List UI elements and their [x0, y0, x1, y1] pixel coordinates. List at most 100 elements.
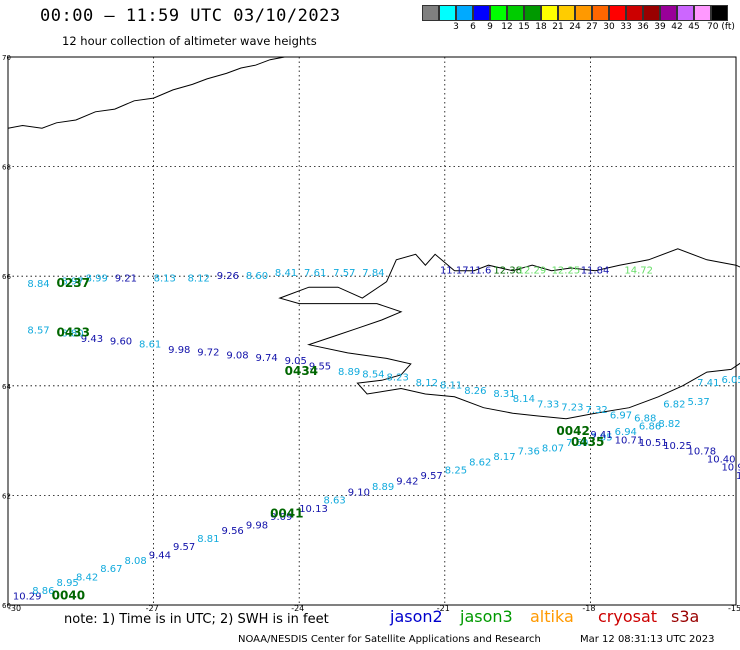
- wave-height-value: 8.26: [464, 386, 486, 397]
- pass-time-label: 0041: [270, 506, 303, 520]
- wave-height-value: 9.57: [421, 471, 443, 482]
- colorbar-label: 39: [654, 22, 666, 32]
- wave-height-value: 6.82: [663, 400, 685, 411]
- wave-height-value: 7.57: [333, 268, 355, 279]
- wave-height-value: 9.55: [309, 361, 331, 372]
- wave-height-value: 8.86: [32, 586, 54, 597]
- wave-height-value: 8.97: [61, 276, 83, 287]
- pass-time-label: 0433: [57, 325, 90, 339]
- wave-height-value: 9.05: [285, 356, 307, 367]
- colorbar-swatch: [694, 5, 711, 21]
- colorbar-label: 45: [688, 22, 700, 32]
- wave-height-value: 7.61: [304, 268, 326, 279]
- colorbar-label: 9: [487, 22, 493, 32]
- colorbar-swatch: [626, 5, 643, 21]
- wave-height-value: 9.08: [226, 350, 248, 361]
- wave-height-value: 9.98: [246, 520, 268, 531]
- wave-height-value: 8.14: [513, 394, 535, 405]
- wave-height-value: 8.67: [100, 564, 122, 575]
- wave-height-value: 10.93: [721, 463, 740, 474]
- wave-height-value: 8.07: [542, 444, 564, 455]
- legend-cryosat: cryosat: [598, 607, 658, 626]
- pass-time-label: 0237: [57, 276, 90, 290]
- wave-height-value: 7.32: [586, 405, 608, 416]
- coastlines: [7, 56, 740, 420]
- colorbar-label: 6: [470, 22, 476, 32]
- wave-height-value: 9.72: [197, 348, 219, 359]
- legend-altika: altika: [530, 607, 574, 626]
- colorbar-label: 24: [569, 22, 581, 32]
- lon-tick-label: -27: [146, 604, 159, 613]
- wave-height-value: 8.12: [188, 274, 210, 285]
- wave-height-value: 10.75: [736, 471, 740, 482]
- wave-height-value: 7.33: [537, 400, 559, 411]
- pass-time-label: 0042: [556, 424, 589, 438]
- colorbar-label: 18: [535, 22, 547, 32]
- colorbar-label: 3: [453, 22, 459, 32]
- colorbar-swatch: [422, 5, 439, 21]
- wave-height-value: 10.40: [707, 455, 736, 466]
- colorbar-swatch: [643, 5, 660, 21]
- lat-tick-label: 60: [2, 602, 11, 610]
- colorbar-swatch: [473, 5, 490, 21]
- colorbar-swatch: [524, 5, 541, 21]
- colorbar-swatch: [490, 5, 507, 21]
- wave-height-value: 8.41: [275, 268, 297, 279]
- colorbar-label: 42: [671, 22, 683, 32]
- wave-height-value: 9.41: [590, 430, 612, 441]
- map-frame: [7, 56, 737, 606]
- wave-height-value: 8.31: [493, 389, 515, 400]
- wave-height-value: 10.51: [639, 438, 668, 449]
- wave-height-value: 8.23: [387, 372, 409, 383]
- colorbar-label: 15: [518, 22, 530, 32]
- wave-height-value: 8.84: [27, 279, 49, 290]
- timestamp: Mar 12 08:31:13 UTC 2023: [580, 634, 715, 645]
- colorbar-swatch: [711, 5, 728, 21]
- wave-height-value: 9.26: [217, 271, 239, 282]
- wave-height-value: 10.29: [13, 592, 42, 603]
- wave-height-value: 9.57: [173, 542, 195, 553]
- wave-height-value: 9.10: [348, 487, 370, 498]
- wave-height-value: 9.56: [222, 526, 244, 537]
- axis-tick-labels: -30 -27 -24 -21 -18 -15 70 68 66 64 62 60: [2, 54, 740, 613]
- wave-height-value: 9.98: [168, 345, 190, 356]
- wave-height-value: 7.23: [561, 402, 583, 413]
- lon-tick-label: -18: [582, 604, 595, 613]
- lat-tick-label: 62: [2, 492, 11, 500]
- lat-tick-label: 66: [2, 273, 11, 281]
- wave-height-value: 6.97: [610, 411, 632, 422]
- wave-height-value: 8.63: [323, 496, 345, 507]
- wave-height-value: 5.37: [687, 397, 709, 408]
- colorbar-swatch: [575, 5, 592, 21]
- wave-height-value: 6.05: [721, 375, 740, 386]
- colorbar-swatch: [677, 5, 694, 21]
- wave-height-value: 9.09: [270, 512, 292, 523]
- lat-tick-label: 64: [2, 383, 11, 391]
- wave-height-value: 8.82: [658, 419, 680, 430]
- colorbar-label: 30: [603, 22, 615, 32]
- wave-height-value: 6.88: [634, 413, 656, 424]
- pass-time-label: 0435: [571, 435, 604, 449]
- wave-height-value: 14.72: [624, 265, 653, 276]
- wave-height-value: 7.84: [362, 268, 384, 279]
- colorbar-label: 12: [501, 22, 513, 32]
- map-title: 00:00 – 11:59 UTC 03/10/2023: [40, 6, 341, 26]
- colorbar-swatch: [609, 5, 626, 21]
- credit-line: NOAA/NESDIS Center for Satellite Applica…: [238, 634, 541, 645]
- lon-tick-label: -30: [8, 604, 21, 613]
- wave-height-value: 12.29: [518, 265, 547, 276]
- wave-height-value: 7.36: [518, 446, 540, 457]
- wave-height-value: 8.12: [416, 378, 438, 389]
- pass-time-label: 0434: [285, 364, 318, 378]
- wave-height-value: 8.57: [27, 326, 49, 337]
- wave-height-value: 10.71: [615, 435, 644, 446]
- legend-jason2: jason2: [390, 607, 443, 626]
- greenland-coastline: [7, 56, 285, 129]
- wave-height-value: 8.95: [57, 578, 79, 589]
- lat-tick-label: 70: [2, 54, 11, 62]
- wave-height-value: 8.42: [76, 572, 98, 583]
- wave-height-value: 12.25: [552, 265, 581, 276]
- wave-height-value: 9.60: [110, 337, 132, 348]
- wave-height-value: 8.62: [469, 457, 491, 468]
